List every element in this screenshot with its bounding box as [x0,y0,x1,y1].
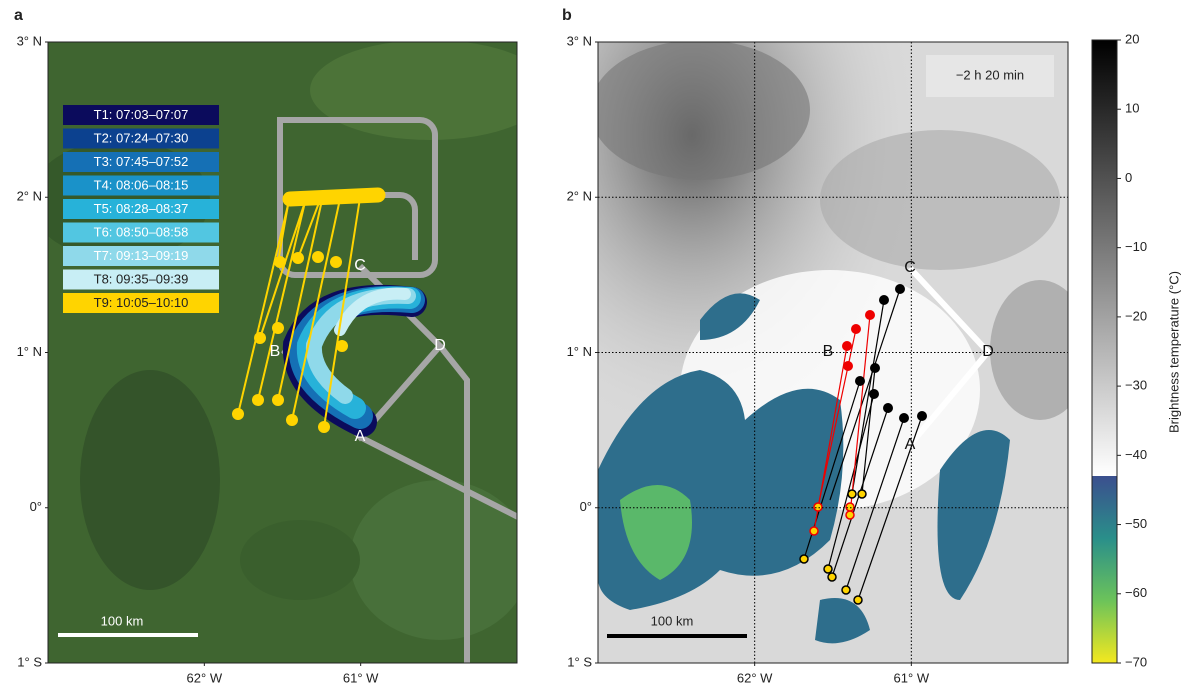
colorbar-label: Brightness temperature (°C) [1166,271,1181,433]
legend-swatch [63,246,219,266]
legend-swatch [63,175,219,196]
scale-bar-label: 100 km [651,613,694,628]
lat-tick-label: 3° N [567,33,592,48]
legend-label: T4: 08:06–08:15 [94,177,189,192]
lat-tick-label: 0° [580,499,592,514]
waypoint: D [434,337,446,354]
panel-label: a [14,7,23,24]
legend-swatch [63,293,219,313]
lat-tick-label: 1° N [567,344,592,359]
lon-tick-label: 61° W [343,670,379,685]
waypoint: B [823,343,834,360]
colorbar-tick-label: 0 [1125,170,1132,185]
legend-label: T1: 07:03–07:07 [94,107,189,122]
legend-swatch [63,152,219,172]
time-offset: −2 h 20 min [956,67,1024,82]
lat-tick-label: 1° S [17,654,42,669]
colorbar-tick-label: −30 [1125,378,1147,393]
legend-swatch [63,128,219,149]
lat-tick-label: 2° N [567,189,592,204]
lon-tick-label: 61° W [894,670,930,685]
brightness-map [598,42,1068,663]
legend-swatch [63,105,219,125]
lat-tick-label: 0° [30,499,42,514]
colorbar-tick-label: −70 [1125,654,1147,669]
waypoint: A [355,428,366,445]
legend-swatch [63,222,219,243]
waypoint: C [354,257,366,274]
lon-tick-label: 62° W [187,670,223,685]
legend-label: T6: 08:50–08:58 [94,224,189,239]
lat-tick-label: 1° N [17,344,42,359]
legend-label: T8: 09:35–09:39 [94,271,189,286]
legend-label: T5: 08:28–08:37 [94,201,189,216]
colorbar-tick-label: −50 [1125,516,1147,531]
colorbar-tick-label: −20 [1125,308,1147,323]
lat-tick-label: 3° N [17,33,42,48]
waypoint: C [904,259,916,276]
lon-tick-label: 62° W [737,670,773,685]
lat-tick-label: 2° N [17,189,42,204]
legend-swatch [63,269,219,290]
colorbar-tick-label: 10 [1125,101,1139,116]
legend-label: T3: 07:45–07:52 [94,154,189,169]
satellite-map [48,42,517,663]
lat-tick-label: 1° S [567,654,592,669]
legend-label: T7: 09:13–09:19 [94,248,189,263]
waypoint: A [905,436,916,453]
panel-label: b [562,7,572,24]
colorbar-tick-label: −40 [1125,447,1147,462]
colorbar-tick-label: 20 [1125,31,1139,46]
waypoint: B [270,343,281,360]
legend-swatch [63,199,219,219]
waypoint: D [982,343,994,360]
colorbar-tick-label: −60 [1125,585,1147,600]
legend-label: T9: 10:05–10:10 [94,295,189,310]
legend-label: T2: 07:24–07:30 [94,130,189,145]
colorbar-tick-label: −10 [1125,239,1147,254]
colorbar [1091,39,1118,664]
scale-bar-label: 100 km [101,613,144,628]
